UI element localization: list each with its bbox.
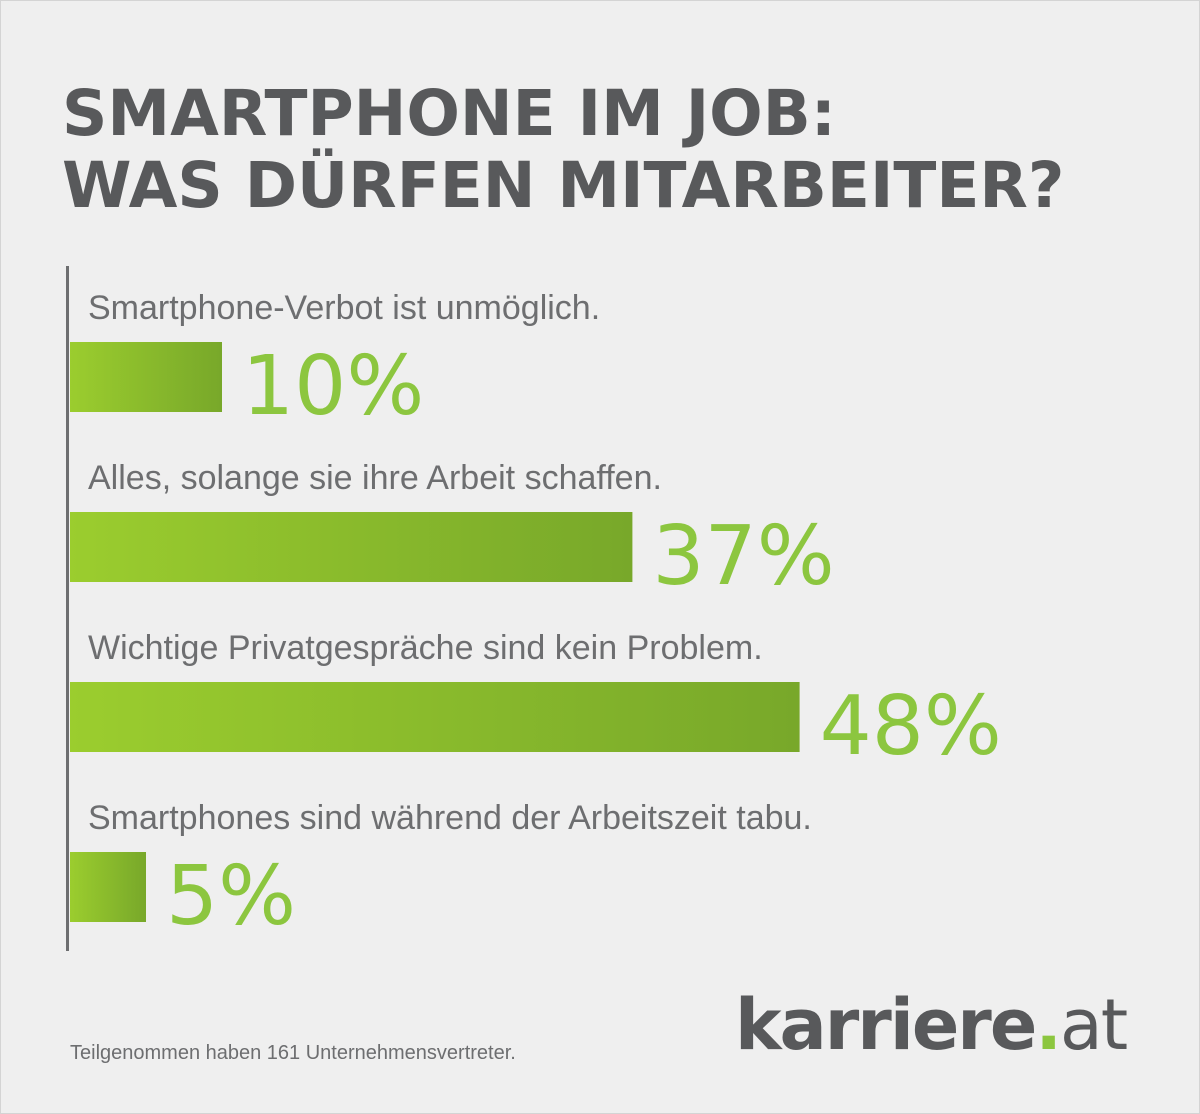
category-axis-line	[66, 266, 69, 951]
logo-tld: at	[1059, 984, 1128, 1066]
value-label: 37%	[652, 509, 834, 604]
value-label: 5%	[166, 849, 296, 944]
category-label: Smartphones sind während der Arbeitszeit…	[88, 799, 812, 837]
chart-title: SMARTPHONE IM JOB: WAS DÜRFEN MITARBEITE…	[62, 78, 1064, 222]
bar	[70, 682, 800, 752]
title-line-2: WAS DÜRFEN MITARBEITER?	[62, 149, 1065, 222]
category-label: Wichtige Privatgespräche sind kein Probl…	[88, 629, 763, 667]
bar	[70, 852, 146, 922]
bar	[70, 342, 222, 412]
bars-group: Smartphone-Verbot ist unmöglich. 10% Alles…	[70, 289, 1002, 944]
logo-dot: .	[1035, 984, 1062, 1066]
value-label: 10%	[242, 339, 424, 434]
bar	[70, 512, 633, 582]
footnote: Teilgenommen haben 161 Unternehmensvertr…	[70, 1042, 516, 1064]
brand-logo: karriere.at	[735, 980, 1128, 1070]
category-label: Smartphone-Verbot ist unmöglich.	[88, 289, 600, 327]
logo-name: karriere	[735, 984, 1037, 1066]
category-label: Alles, solange sie ihre Arbeit schaffen.	[88, 459, 662, 497]
value-label: 48%	[820, 679, 1002, 774]
title-line-1: SMARTPHONE IM JOB:	[62, 77, 836, 150]
